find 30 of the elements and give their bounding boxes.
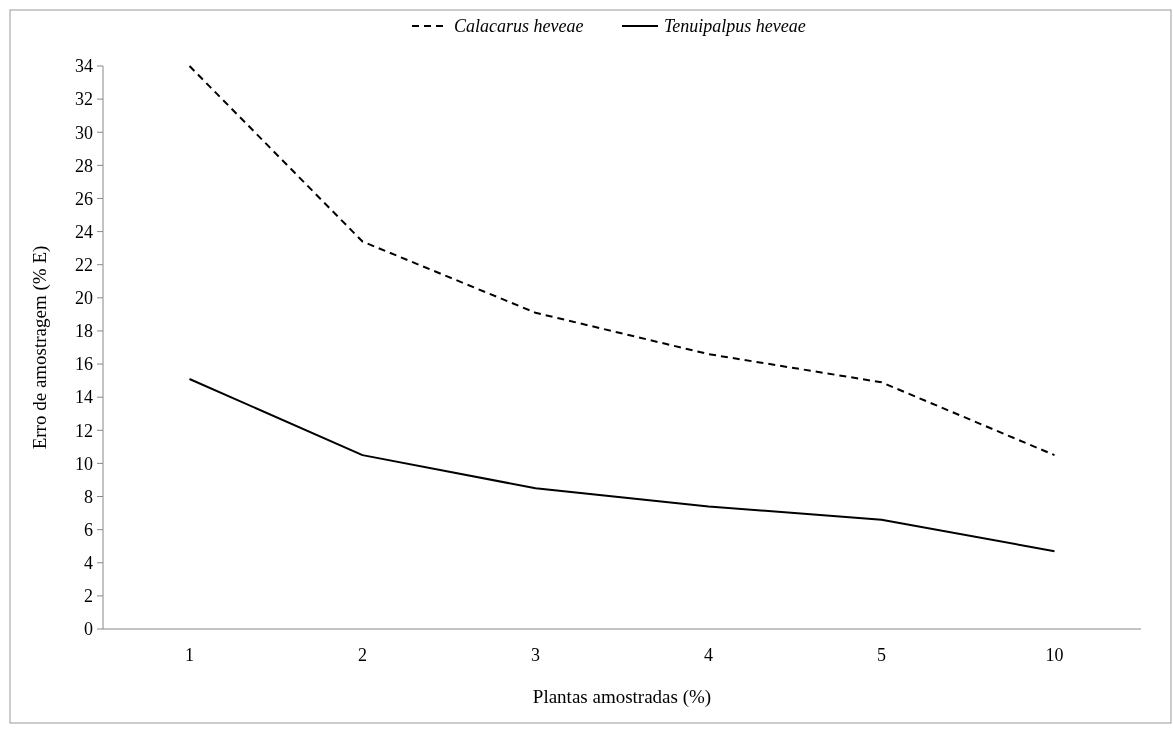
y-tick-label: 32: [75, 89, 93, 110]
y-tick-label: 24: [75, 221, 93, 242]
legend-label: Calacarus heveae: [454, 16, 584, 37]
x-tick-label: 4: [704, 645, 713, 665]
x-tick-label: 3: [531, 645, 540, 665]
y-tick-label: 28: [75, 155, 93, 176]
x-axis-title: Plantas amostradas (%): [532, 686, 712, 708]
y-tick-label: 22: [75, 255, 93, 276]
x-tick-label: 1: [185, 645, 194, 665]
x-tick-label: 2: [358, 645, 367, 665]
y-tick-label: 0: [84, 619, 93, 640]
y-tick-label: 6: [84, 519, 93, 540]
legend-label: Tenuipalpus heveae: [664, 16, 806, 37]
x-tick-label: 5: [877, 645, 886, 665]
y-tick-label: 20: [75, 288, 93, 309]
line-series: [188, 377, 1056, 553]
y-tick-label: 34: [75, 56, 93, 77]
y-tick-label: 30: [75, 122, 93, 143]
line-series: [188, 65, 1056, 457]
y-tick-label: 8: [84, 486, 93, 507]
y-tick-label: 2: [84, 586, 93, 607]
y-tick-label: 4: [84, 553, 93, 574]
y-tick-label: 16: [75, 354, 93, 375]
y-tick-label: 10: [75, 453, 93, 474]
x-tick-label: 10: [1045, 645, 1064, 665]
y-tick-label: 12: [75, 420, 93, 441]
y-tick-label: 18: [75, 321, 93, 342]
y-axis-title: Erro de amostragem (% E): [29, 245, 51, 450]
y-tick-label: 14: [75, 387, 93, 408]
y-tick-label: 26: [75, 188, 93, 209]
